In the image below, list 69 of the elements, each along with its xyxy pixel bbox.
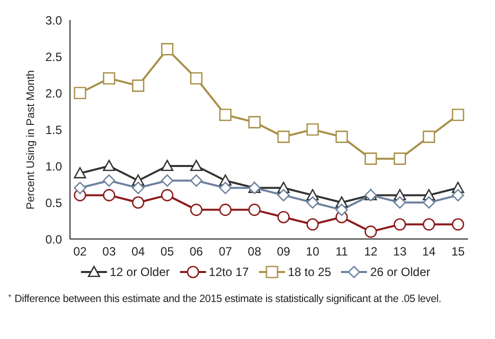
x-tick-label: 04 [131,244,146,259]
point [306,123,319,136]
point [161,160,174,172]
point [277,210,290,224]
point [422,130,436,143]
point [102,174,116,187]
point [102,189,116,202]
point [306,218,319,231]
point [190,72,202,85]
x-tick-label: 09 [276,244,291,259]
point [364,152,377,165]
point [277,130,290,143]
point [248,204,261,216]
y-tick-label: 2.5 [45,50,62,64]
point [394,152,406,165]
point [364,226,377,238]
point [190,160,202,172]
x-tick-label: 03 [102,244,116,259]
point [161,189,174,202]
point [336,130,348,143]
point [161,174,174,187]
x-tick-label: 15 [451,244,465,259]
x-tick-label: 08 [248,244,262,259]
point [277,189,290,202]
point [452,108,464,122]
y-tick-label: 1.0 [45,159,62,174]
x-tick-label: 10 [306,244,320,259]
point [422,196,436,209]
point [394,196,406,209]
point [219,182,232,194]
y-tick-label: 0.0 [45,232,62,246]
point [190,174,202,187]
point [132,182,144,194]
x-tick-label: 02 [73,244,87,259]
y-axis-title: Percent Using in Past Month [24,70,37,210]
point [132,196,144,209]
x-tick-label: 14 [422,244,436,259]
point [190,204,202,216]
x-tick-label: 12 [364,244,378,259]
point [306,196,319,209]
point [102,160,116,172]
x-tick-label: 11 [335,244,348,259]
point [161,43,174,56]
legend-label: 12to 17 [208,265,249,279]
x-tick-label: 07 [218,244,232,259]
point [219,204,232,216]
legend-label: 12 or Older [108,265,170,279]
point [132,80,144,92]
x-tick-label: 05 [160,244,174,259]
point [336,204,348,216]
x-tick-label: 13 [393,244,407,259]
point [74,86,86,100]
x-tick-label: 06 [190,244,204,259]
point [422,218,436,231]
point [452,218,464,231]
legend-label: 18 to 25 [286,265,332,279]
y-tick-label: 1.5 [45,122,62,137]
point [74,182,86,194]
point [394,218,406,231]
y-tick-label: 0.5 [45,196,62,210]
y-tick-label: 3.0 [45,13,62,28]
y-tick-label: 2.0 [45,86,62,100]
point [452,189,464,202]
text: ⁺ Difference between this estimate and the 2015 estimate is statistically significant at the .05 level. [8,292,442,305]
point [219,108,232,122]
point [102,72,116,85]
point [74,167,86,178]
point [248,116,261,128]
legend-label: 26 or Older [369,265,430,279]
